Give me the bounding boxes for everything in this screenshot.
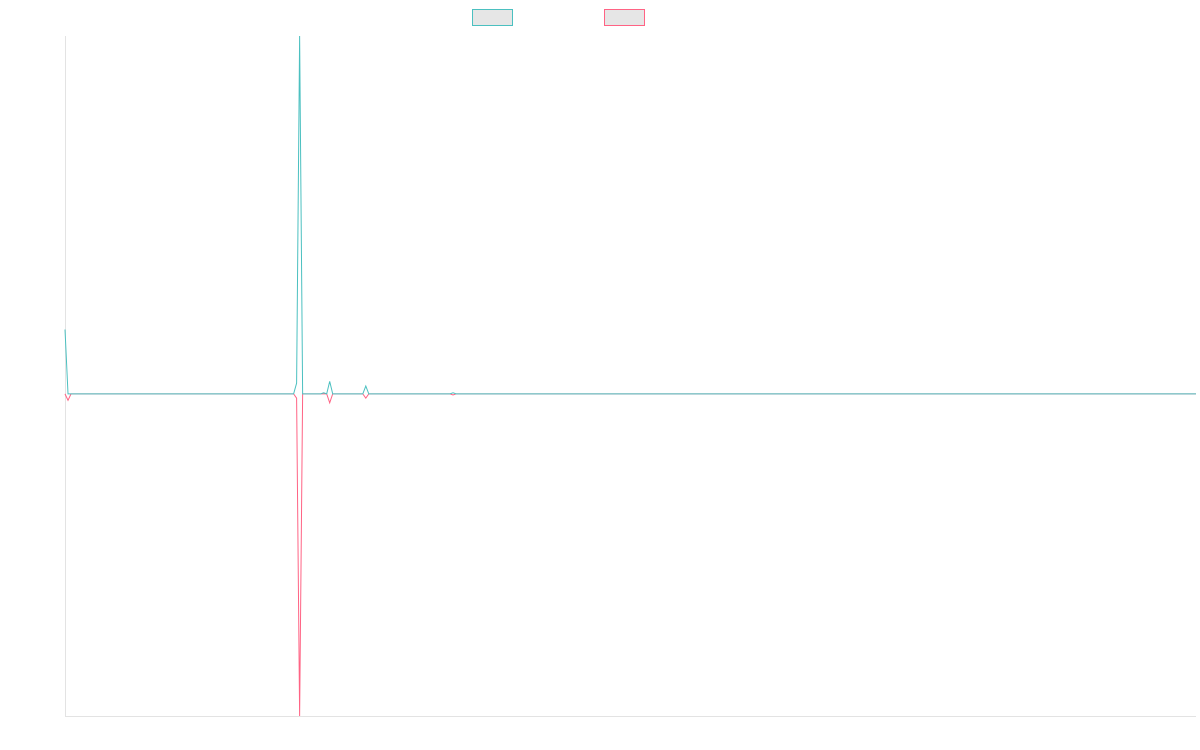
series-layer [64, 35, 1196, 717]
legend-swatch-0[interactable] [472, 9, 513, 26]
series-line-1 [64, 393, 1196, 717]
series-line-0 [64, 35, 1196, 395]
legend [472, 9, 645, 26]
legend-swatch-1[interactable] [604, 9, 645, 26]
